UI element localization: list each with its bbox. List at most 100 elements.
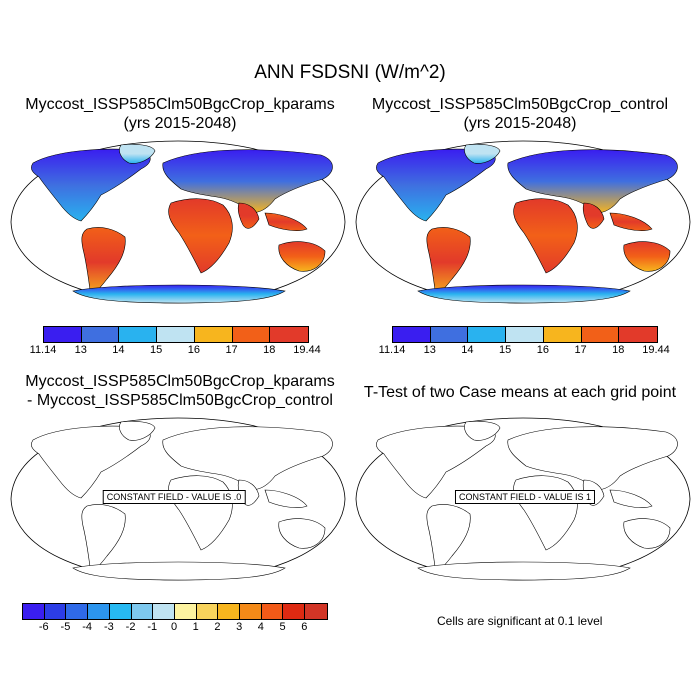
continent-shape [609, 212, 653, 231]
colorbar-tick-label: 19.44 [642, 344, 670, 356]
constant-field-label: CONSTANT FIELD - VALUE IS .0 [102, 490, 246, 504]
colorbar-swatch [468, 327, 507, 342]
panel-title-line1: Myccost_ISSP585Clm50BgcCrop_control [371, 96, 669, 113]
colorbar-top-left [43, 326, 309, 343]
continent-shape [278, 241, 326, 272]
continent-shape [513, 198, 578, 274]
colorbar-tick-label: -4 [82, 621, 93, 633]
colorbar-tick-label: 17 [225, 344, 238, 356]
colorbar-swatch [157, 327, 195, 342]
colorbar-tick-label: -6 [38, 621, 49, 633]
colorbar-tick-label: 15 [150, 344, 163, 356]
panel-title-bottom-left: Myccost_ISSP585Clm50BgcCrop_kparams - My… [10, 372, 350, 410]
continent-shape [237, 202, 260, 229]
colorbar-swatch [305, 604, 327, 619]
colorbar-swatch [261, 604, 284, 619]
continent-shape [417, 284, 631, 304]
continent-shape [507, 426, 678, 491]
colorbar-swatch [81, 327, 120, 342]
colorbar-tick-label: 17 [574, 344, 587, 356]
continent-shape [464, 143, 501, 164]
panel-title-line2: (yrs 2015-2048) [463, 115, 577, 132]
continent-shape [72, 561, 286, 581]
panel-title-line1: Myccost_ISSP585Clm50BgcCrop_kparams [25, 96, 335, 113]
colorbar-tick-label: 19.44 [293, 344, 321, 356]
colorbar-swatch [66, 604, 89, 619]
continent-shape [168, 198, 233, 274]
colorbar-tick-label: 14 [461, 344, 474, 356]
colorbar-swatch [232, 327, 271, 342]
colorbar-difference [22, 603, 328, 620]
colorbar-swatch [23, 604, 45, 619]
constant-field-label: CONSTANT FIELD - VALUE IS 1 [454, 490, 596, 504]
continent-shape [582, 202, 605, 229]
colorbar-swatch [581, 327, 620, 342]
colorbar-swatch [131, 604, 154, 619]
colorbar-swatch [174, 604, 197, 619]
continent-shape [162, 426, 333, 491]
continent-shape [464, 420, 501, 441]
panel-title-line2: (yrs 2015-2048) [123, 115, 237, 132]
colorbar-tick-label: 13 [74, 344, 87, 356]
colorbar-tick-label: 3 [236, 621, 243, 633]
continent-shape [119, 143, 156, 164]
colorbar-tick-label: 5 [279, 621, 286, 633]
colorbar-swatch [506, 327, 544, 342]
continent-shape [264, 489, 308, 508]
continent-shape [623, 518, 671, 549]
colorbar-swatch [240, 604, 262, 619]
colorbar-tick-label: 4 [257, 621, 264, 633]
continent-shape [417, 561, 631, 581]
colorbar-swatch [430, 327, 469, 342]
colorbar-swatch [283, 604, 306, 619]
panel-title-top-left: Myccost_ISSP585Clm50BgcCrop_kparams (yrs… [10, 95, 350, 133]
continent-shape [72, 284, 286, 304]
colorbar-tick-label: 2 [214, 621, 221, 633]
colorbar-tick-label: -3 [103, 621, 114, 633]
colorbar-swatch [153, 604, 175, 619]
continent-shape [623, 241, 671, 272]
colorbar-top-right [392, 326, 658, 343]
colorbar-tick-label: -1 [147, 621, 158, 633]
colorbar-swatch [119, 327, 158, 342]
continent-shape [119, 420, 156, 441]
panel-title-line1: T-Test of two Case means at each grid po… [363, 384, 677, 401]
colorbar-swatch [44, 327, 82, 342]
panel-title-bottom-right: T-Test of two Case means at each grid po… [350, 383, 690, 402]
colorbar-tick-label: 1 [192, 621, 199, 633]
colorbar-tick-label: 0 [170, 621, 178, 633]
colorbar-tick-label: 13 [423, 344, 436, 356]
colorbar-swatch [196, 604, 219, 619]
panel-title-line1: Myccost_ISSP585Clm50BgcCrop_kparams [25, 373, 335, 390]
colorbar-tick-label: 6 [301, 621, 308, 633]
colorbar-swatch [194, 327, 233, 342]
colorbar-swatch [393, 327, 431, 342]
colorbar-tick-label: 11.14 [29, 344, 57, 356]
continent-shape [162, 149, 333, 214]
significance-note: Cells are significant at 0.1 level [437, 614, 603, 628]
colorbar-swatch [88, 604, 110, 619]
colorbar-tick-label: 18 [612, 344, 625, 356]
continent-shape [507, 149, 678, 214]
colorbar-tick-label: -2 [125, 621, 136, 633]
colorbar-tick-label: 15 [499, 344, 512, 356]
continent-shape [609, 489, 653, 508]
colorbar-swatch [218, 604, 241, 619]
panel-title-line2: - Myccost_ISSP585Clm50BgcCrop_control [27, 392, 333, 409]
colorbar-tick-label: 16 [536, 344, 549, 356]
colorbar-swatch [619, 327, 657, 342]
main-title: ANN FSDSNI (W/m^2) [254, 62, 446, 83]
colorbar-swatch [109, 604, 132, 619]
colorbar-tick-label: -5 [60, 621, 71, 633]
colorbar-swatch [270, 327, 308, 342]
continent-shape [264, 212, 308, 231]
colorbar-tick-label: 18 [263, 344, 276, 356]
colorbar-tick-label: 11.14 [378, 344, 406, 356]
colorbar-tick-label: 16 [187, 344, 200, 356]
continent-shape [278, 518, 326, 549]
panel-title-top-right: Myccost_ISSP585Clm50BgcCrop_control (yrs… [350, 95, 690, 133]
map-top-left [10, 140, 346, 304]
map-top-right [355, 140, 691, 304]
colorbar-swatch [543, 327, 582, 342]
colorbar-swatch [44, 604, 67, 619]
